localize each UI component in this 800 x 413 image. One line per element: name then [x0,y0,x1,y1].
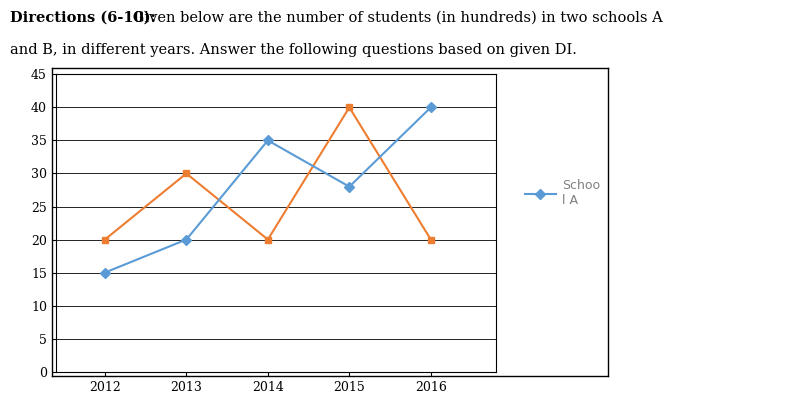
Text: and B, in different years. Answer the following questions based on given DI.: and B, in different years. Answer the fo… [10,43,577,57]
Text: Directions (6-10):: Directions (6-10): [10,10,155,24]
Legend: Schoo
l A: Schoo l A [520,174,606,212]
Text: Given below are the number of students (in hundreds) in two schools A: Given below are the number of students (… [128,10,662,24]
